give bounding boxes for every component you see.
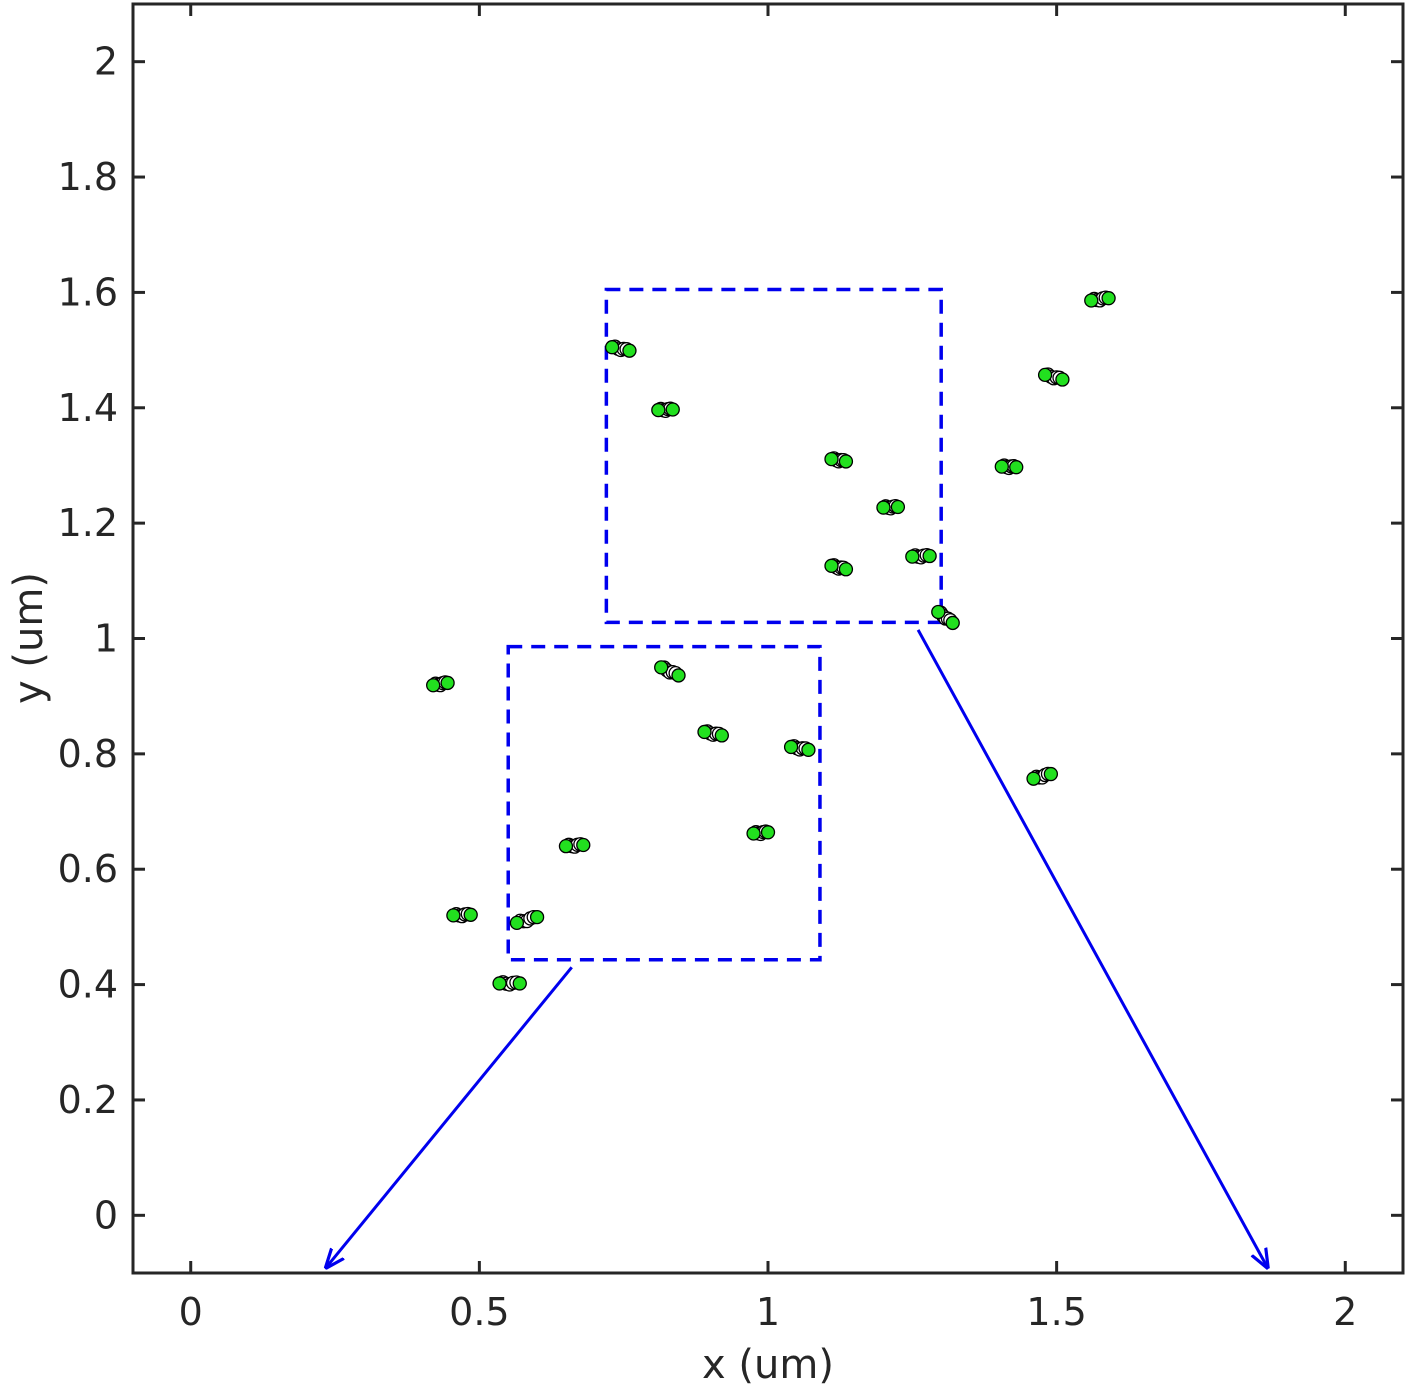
start-point (905, 549, 920, 564)
particle-track-4 (876, 499, 906, 516)
start-point (931, 604, 946, 620)
start-point (994, 459, 1009, 474)
end-point (714, 728, 729, 743)
end-point (622, 343, 637, 358)
end-point (945, 615, 960, 631)
end-point (838, 454, 854, 469)
end-point (671, 668, 686, 683)
particle-track-12 (654, 660, 686, 683)
start-point (697, 724, 712, 740)
particle-track-13 (697, 724, 729, 743)
start-point (1037, 367, 1053, 383)
particle-track-19 (509, 909, 545, 931)
y-tick-label: 1.6 (58, 270, 118, 314)
y-tick-label: 0.6 (58, 847, 118, 891)
start-point (746, 826, 761, 841)
particle-track-7 (931, 604, 960, 631)
start-point (426, 678, 441, 693)
particle-track-5 (905, 548, 937, 565)
marker-layer (426, 290, 1116, 992)
y-tick-label: 1.8 (58, 155, 118, 199)
y-tick-label: 1.2 (58, 501, 118, 545)
zoom-arrow-2 (916, 629, 1267, 1267)
end-point (838, 562, 854, 577)
end-point (463, 907, 478, 922)
axes-layer (131, 2, 1405, 1275)
particle-track-3 (824, 451, 854, 469)
end-point (665, 402, 680, 417)
y-tick-label: 1.4 (58, 386, 118, 430)
tick-label-layer: 0 0.5 1 1.5 2 0 0.2 0.4 0.6 0.8 1 1.2 1.4 1.6 1.8 2 (58, 40, 1358, 1334)
particle-track-9 (1037, 367, 1070, 387)
end-point (760, 825, 776, 840)
particle-track-2 (651, 401, 680, 419)
start-point (783, 739, 799, 755)
particle-track-1 (604, 339, 637, 358)
annotation-layer (326, 287, 1267, 1268)
particle-track-17 (558, 837, 591, 854)
end-point (529, 909, 545, 925)
zoom-box-1 (604, 287, 943, 625)
end-point (1043, 766, 1059, 782)
end-point (512, 976, 527, 991)
particle-track-8 (994, 458, 1024, 476)
start-point (876, 500, 891, 515)
particle-track-11 (426, 675, 455, 693)
start-point (1026, 771, 1041, 786)
end-point (922, 548, 937, 564)
x-tick-label: 0 (179, 1290, 203, 1334)
start-point (558, 839, 574, 854)
start-point (654, 660, 669, 675)
start-point (492, 976, 507, 991)
y-tick-label: 0 (94, 1193, 118, 1237)
particle-track-14 (783, 739, 816, 757)
end-point (576, 837, 591, 853)
start-point (824, 558, 839, 573)
end-point (1101, 291, 1116, 306)
particle-track-20 (492, 975, 527, 992)
zoom-arrow-1 (326, 966, 573, 1267)
x-tick-label: 1.5 (1026, 1290, 1086, 1334)
x-tick-label: 2 (1333, 1290, 1357, 1334)
particle-track-18 (446, 906, 478, 924)
plot-frame (131, 2, 1405, 1275)
y-tick-label: 0.2 (58, 1078, 118, 1122)
particle-track-10 (1084, 290, 1116, 308)
end-point (440, 675, 455, 691)
y-tick-label: 2 (94, 40, 118, 84)
particle-track-15 (1026, 766, 1059, 786)
start-point (651, 402, 666, 418)
start-point (509, 915, 525, 931)
zoom-box-2 (506, 644, 822, 962)
x-tick-label: 1 (756, 1290, 780, 1334)
start-point (1084, 293, 1099, 308)
y-tick-label: 0.4 (58, 963, 118, 1007)
end-point (801, 742, 816, 757)
particle-track-16 (746, 824, 776, 842)
end-point (1009, 460, 1024, 475)
y-axis-label: y (um) (6, 572, 52, 704)
particle-track-6 (824, 558, 854, 577)
end-point (890, 499, 906, 515)
end-point (1055, 372, 1070, 387)
start-point (446, 908, 461, 923)
y-tick-label: 1 (94, 617, 118, 661)
x-tick-label: 0.5 (449, 1290, 509, 1334)
start-point (604, 340, 620, 355)
start-point (824, 451, 839, 467)
x-axis-label: x (um) (702, 1342, 834, 1388)
y-tick-label: 0.8 (58, 732, 118, 776)
